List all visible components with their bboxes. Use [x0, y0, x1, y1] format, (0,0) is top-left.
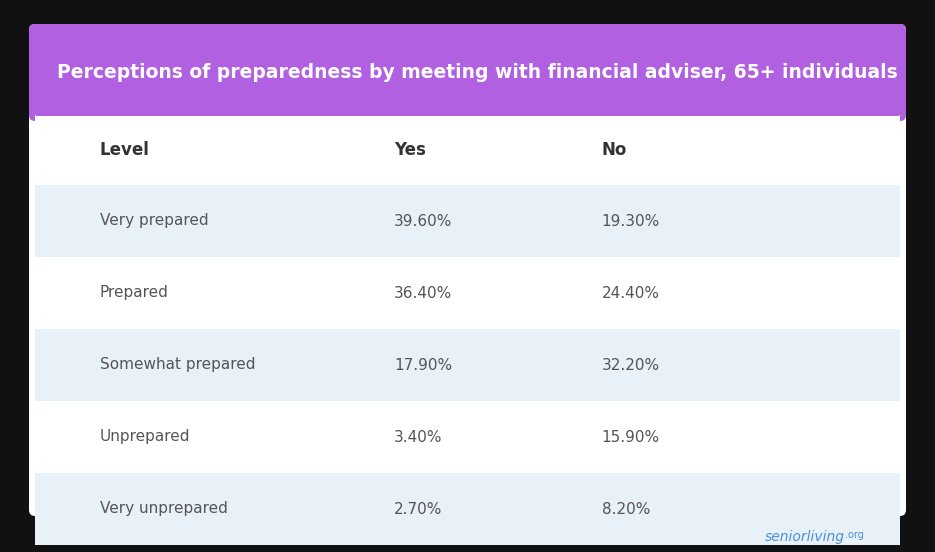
- Text: 15.90%: 15.90%: [601, 429, 660, 444]
- Bar: [35, 257, 900, 329]
- Bar: [36, 103, 899, 116]
- Text: 3.40%: 3.40%: [394, 429, 442, 444]
- Text: Yes: Yes: [394, 141, 425, 159]
- Text: Unprepared: Unprepared: [100, 429, 191, 444]
- Text: Perceptions of preparedness by meeting with financial adviser, 65+ individuals: Perceptions of preparedness by meeting w…: [57, 63, 898, 82]
- Text: Very prepared: Very prepared: [100, 214, 209, 229]
- Text: 8.20%: 8.20%: [601, 502, 650, 517]
- Text: Somewhat prepared: Somewhat prepared: [100, 358, 255, 373]
- Text: Very unprepared: Very unprepared: [100, 502, 228, 517]
- Bar: [35, 115, 900, 185]
- Text: seniorliving: seniorliving: [765, 530, 845, 544]
- Text: 39.60%: 39.60%: [394, 214, 453, 229]
- Text: Prepared: Prepared: [100, 285, 168, 300]
- Text: 32.20%: 32.20%: [601, 358, 660, 373]
- FancyBboxPatch shape: [29, 24, 906, 121]
- Text: Level: Level: [100, 141, 150, 159]
- Text: 19.30%: 19.30%: [601, 214, 660, 229]
- Text: 17.90%: 17.90%: [394, 358, 453, 373]
- Bar: [35, 185, 900, 257]
- Text: 24.40%: 24.40%: [601, 285, 659, 300]
- Text: 2.70%: 2.70%: [394, 502, 442, 517]
- Bar: [35, 473, 900, 545]
- Text: No: No: [601, 141, 627, 159]
- FancyBboxPatch shape: [29, 24, 906, 516]
- Bar: [35, 401, 900, 473]
- Text: 36.40%: 36.40%: [394, 285, 453, 300]
- Bar: [35, 329, 900, 401]
- Text: .org: .org: [845, 530, 864, 540]
